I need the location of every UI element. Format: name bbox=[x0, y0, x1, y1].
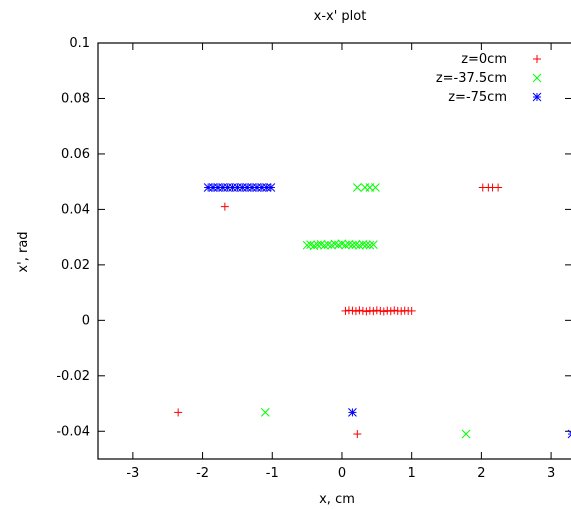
legend-layer: z=0cm z=-37.5cm z=-75cm bbox=[436, 52, 542, 105]
data-point bbox=[371, 183, 380, 192]
data-point bbox=[174, 408, 183, 417]
data-point bbox=[266, 183, 276, 192]
x-tick-label: 2 bbox=[477, 466, 485, 481]
data-point bbox=[358, 239, 368, 249]
data-point bbox=[220, 202, 229, 211]
plot-frame bbox=[97, 42, 571, 460]
data-point bbox=[302, 240, 312, 250]
data-point bbox=[365, 306, 374, 315]
y-tick-label: 0.04 bbox=[61, 202, 90, 217]
legend-marker bbox=[532, 73, 542, 83]
data-point bbox=[383, 306, 392, 315]
data-point bbox=[327, 240, 336, 250]
x-axis-label: x, cm bbox=[319, 492, 355, 507]
y-tick-label: -0.02 bbox=[56, 369, 90, 384]
data-point bbox=[313, 240, 322, 250]
data-point bbox=[397, 307, 406, 316]
data-point bbox=[341, 306, 350, 315]
chart-title: x-x' plot bbox=[314, 9, 367, 24]
data-point bbox=[368, 240, 378, 249]
x-tick-label: -2 bbox=[196, 466, 209, 481]
data-point bbox=[376, 306, 385, 315]
data-point bbox=[407, 306, 416, 315]
data-point bbox=[352, 183, 362, 192]
y-tick-label: 0.1 bbox=[69, 36, 90, 51]
legend-label: z=0cm bbox=[461, 52, 507, 67]
legend-marker bbox=[532, 92, 542, 102]
data-point bbox=[567, 429, 571, 439]
data-point bbox=[262, 183, 272, 192]
data-point bbox=[348, 240, 357, 250]
data-point bbox=[369, 307, 378, 316]
data-point bbox=[379, 307, 388, 316]
data-point bbox=[323, 240, 333, 249]
data-point bbox=[306, 240, 315, 249]
x-tick-label: -1 bbox=[266, 466, 279, 481]
data-point bbox=[390, 306, 399, 315]
series-layer bbox=[174, 183, 571, 439]
data-point bbox=[362, 307, 371, 316]
legend-label: z=-37.5cm bbox=[436, 71, 507, 86]
data-point bbox=[348, 306, 357, 315]
data-point bbox=[344, 239, 354, 249]
series-z-37-5cm bbox=[260, 183, 471, 439]
data-point bbox=[348, 408, 357, 417]
series-z-0cm bbox=[174, 183, 503, 439]
y-tick-label: -0.04 bbox=[56, 424, 90, 439]
data-point bbox=[351, 240, 361, 249]
data-point bbox=[353, 430, 362, 439]
legend-label: z=-75cm bbox=[448, 90, 507, 105]
x-tick-label: 1 bbox=[408, 466, 416, 481]
data-point bbox=[330, 239, 340, 249]
data-point bbox=[316, 239, 326, 249]
y-axis-label: x', rad bbox=[16, 231, 31, 272]
data-point bbox=[320, 241, 329, 250]
data-point bbox=[309, 241, 319, 251]
data-point bbox=[334, 240, 343, 250]
x-tick-label: 0 bbox=[338, 466, 346, 481]
data-point bbox=[372, 306, 381, 315]
data-point bbox=[461, 429, 471, 439]
data-point bbox=[355, 306, 364, 315]
y-tick-label: 0.06 bbox=[61, 147, 90, 162]
data-point bbox=[351, 307, 360, 316]
data-point bbox=[260, 408, 270, 417]
data-point bbox=[362, 240, 371, 250]
data-point bbox=[494, 183, 503, 192]
data-point bbox=[358, 306, 367, 315]
y-tick-label: 0.08 bbox=[61, 91, 90, 106]
x-tick-label: -3 bbox=[126, 466, 139, 481]
series-z-75cm bbox=[203, 183, 571, 439]
data-point bbox=[360, 183, 370, 192]
data-point bbox=[341, 240, 350, 250]
data-point bbox=[365, 240, 375, 250]
x-tick-label: 3 bbox=[547, 466, 555, 481]
y-tick-label: 0 bbox=[82, 313, 90, 328]
data-point bbox=[386, 307, 395, 316]
legend-marker bbox=[533, 55, 541, 63]
y-tick-label: 0.02 bbox=[61, 258, 90, 273]
axes-layer: -3 -2 -1 0 1 2 3 -0.04 -0.02 0 0.02 0.04 0.06 0.08 0.1 bbox=[56, 36, 571, 481]
data-point bbox=[355, 241, 364, 250]
